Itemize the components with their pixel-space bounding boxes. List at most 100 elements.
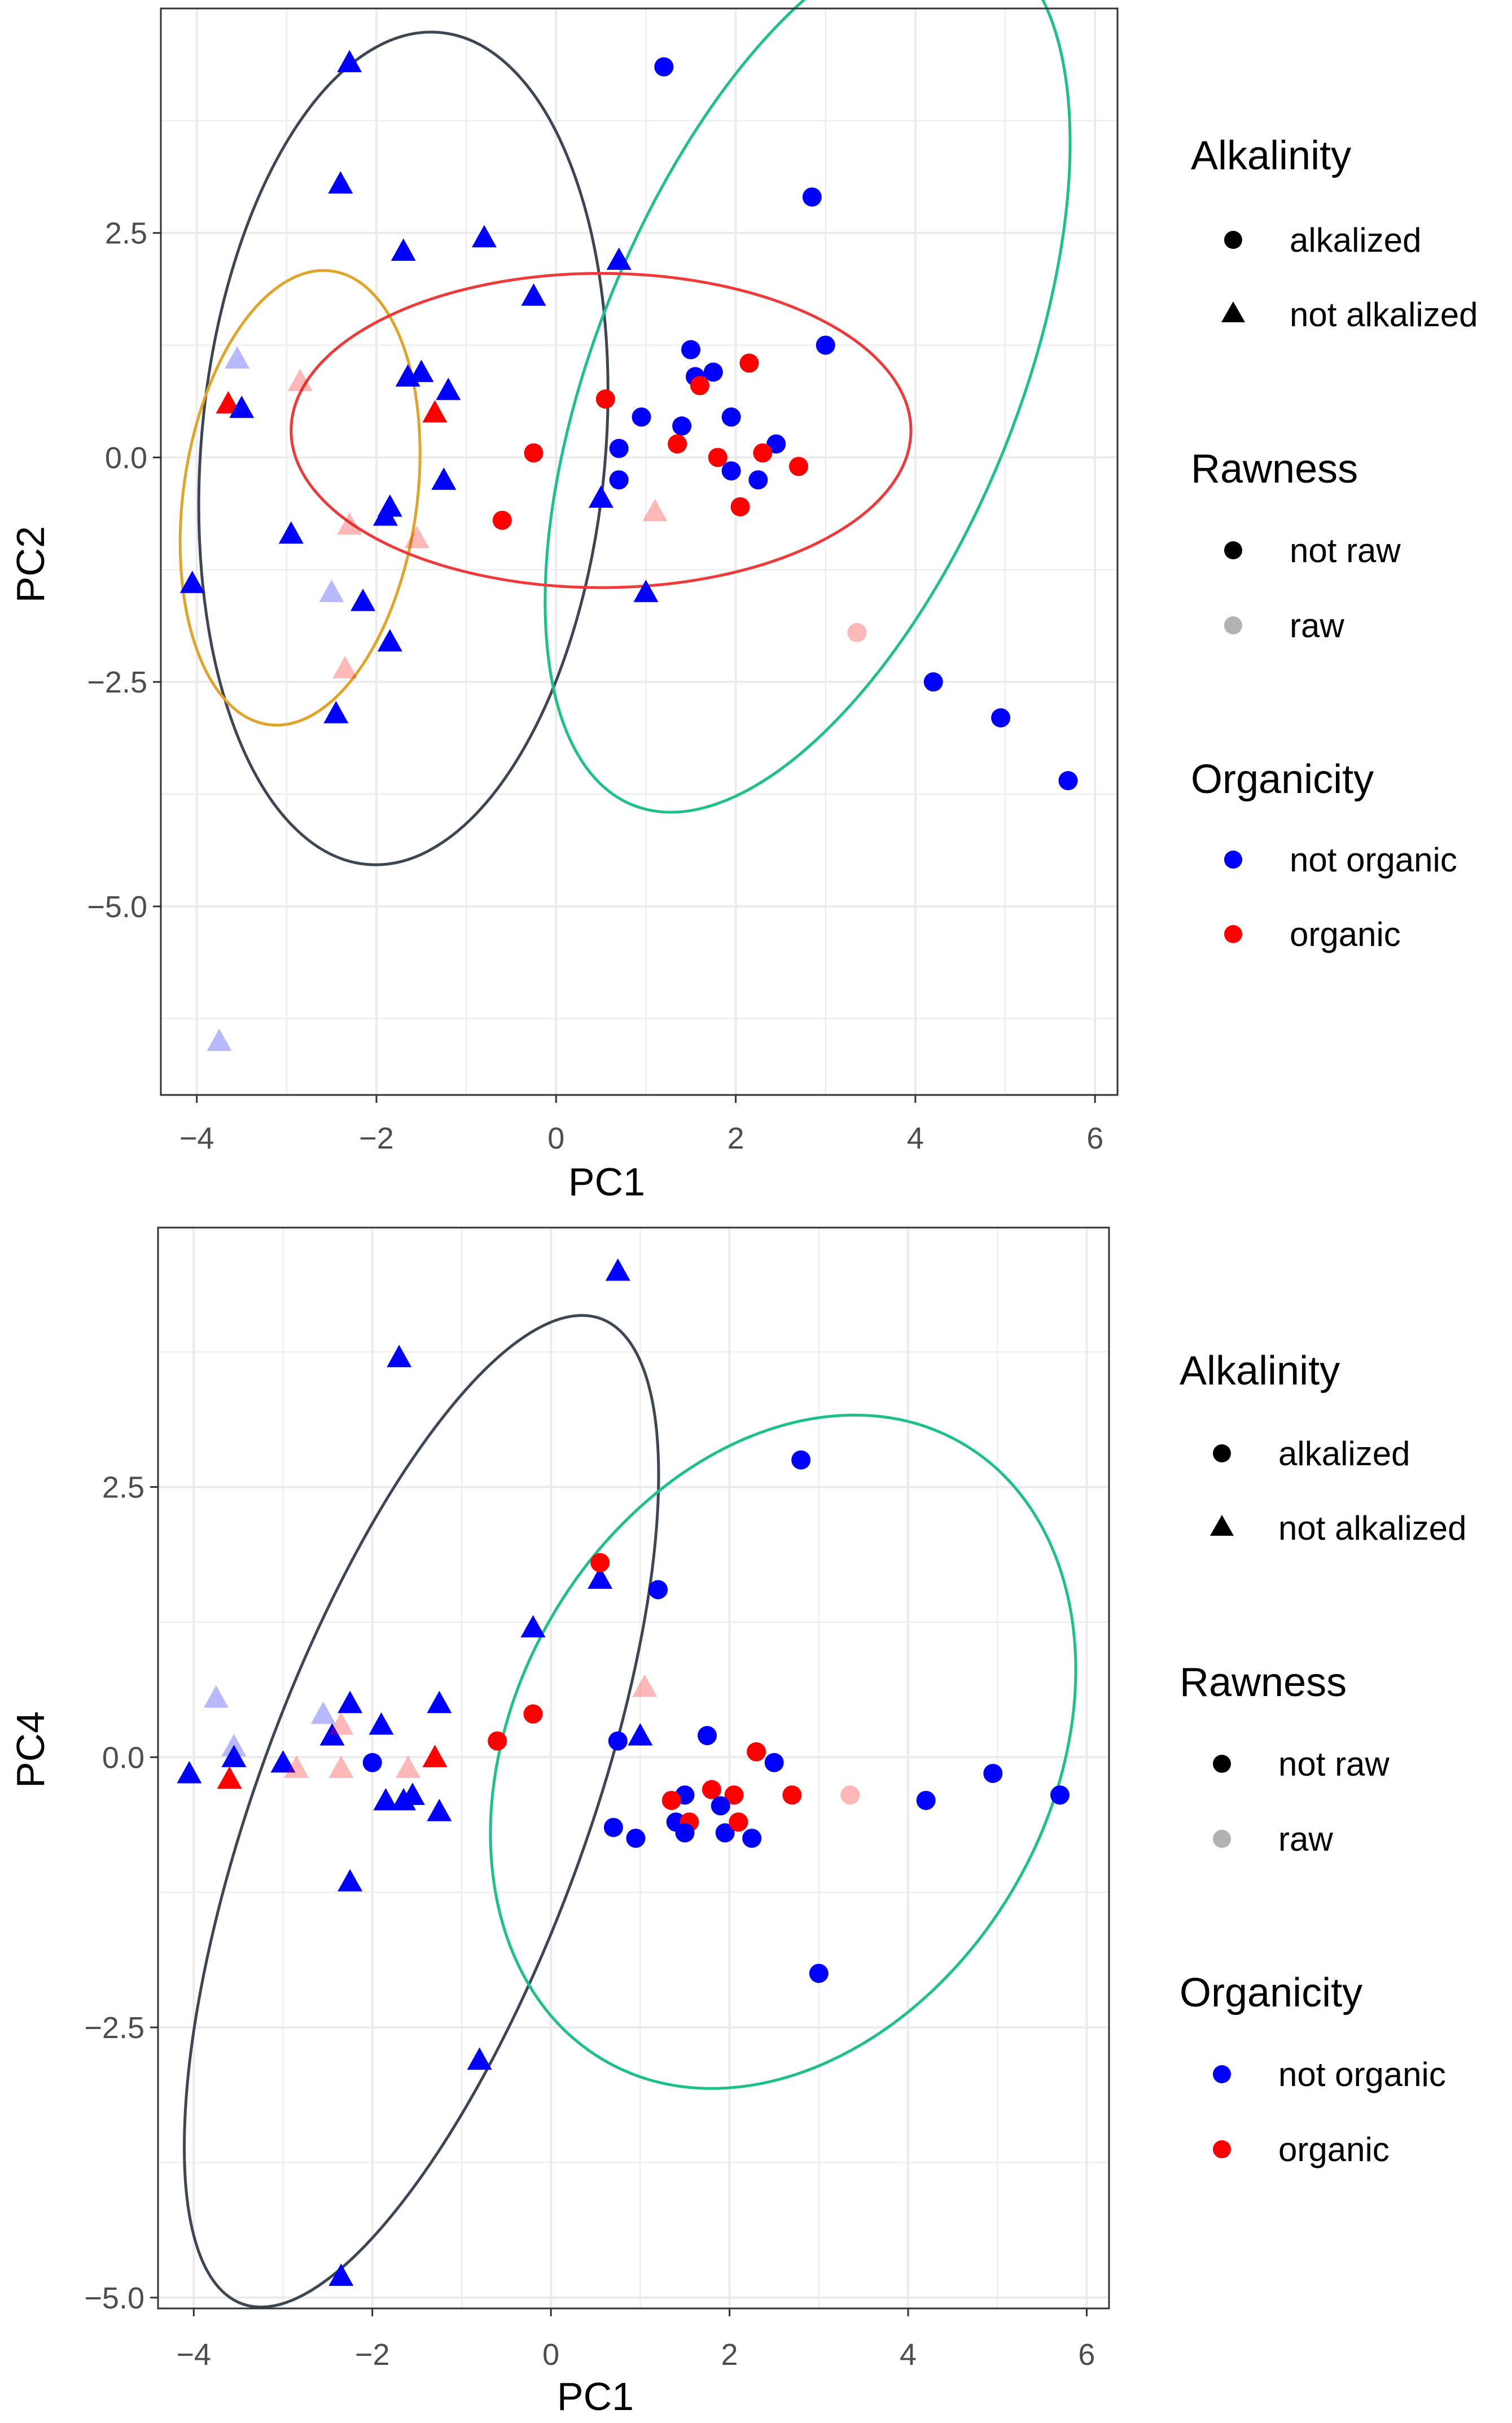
x-tick-label: 0 bbox=[547, 1121, 564, 1155]
data-point-alkalized bbox=[690, 376, 709, 396]
data-point-alkalized bbox=[753, 443, 773, 463]
data-point-alkalized bbox=[715, 1823, 735, 1843]
x-axis-title: PC1 bbox=[557, 2374, 634, 2418]
y-tick-label: 2.5 bbox=[105, 217, 147, 251]
data-point-alkalized bbox=[766, 434, 786, 454]
data-point-not-alkalized bbox=[400, 1782, 425, 1805]
data-point-not-alkalized bbox=[588, 485, 613, 508]
data-point-not-alkalized bbox=[520, 1615, 546, 1638]
data-point-not-alkalized bbox=[632, 1674, 658, 1697]
y-tick-label: −5.0 bbox=[84, 2281, 144, 2315]
data-point-alkalized bbox=[711, 1796, 730, 1816]
legend-pc2: Alkalinity alkalized not alkalized Rawne… bbox=[1191, 133, 1478, 953]
data-point-not-alkalized bbox=[337, 50, 362, 73]
data-point-alkalized bbox=[816, 335, 835, 355]
legend-title-rawness: Rawness bbox=[1191, 446, 1358, 492]
data-point-not-alkalized bbox=[337, 512, 362, 535]
legend-label-not-raw: not raw bbox=[1290, 532, 1401, 569]
data-point-alkalized bbox=[764, 1752, 784, 1772]
legend-key-not-alkalized bbox=[1210, 1515, 1234, 1536]
data-point-alkalized bbox=[698, 1726, 717, 1746]
data-point-alkalized bbox=[923, 672, 943, 692]
legend-key-not-alkalized bbox=[1221, 301, 1245, 322]
data-point-alkalized bbox=[721, 407, 741, 427]
data-point-not-alkalized bbox=[606, 247, 632, 270]
data-point-not-alkalized bbox=[422, 400, 448, 423]
data-point-not-alkalized bbox=[216, 391, 241, 414]
x-tick-label: 2 bbox=[721, 2338, 738, 2372]
data-point-alkalized bbox=[809, 1964, 829, 1983]
data-point-not-alkalized bbox=[467, 2047, 492, 2070]
x-tick-label: 2 bbox=[727, 1121, 744, 1155]
data-point-alkalized bbox=[632, 407, 651, 427]
data-point-not-alkalized bbox=[177, 1761, 202, 1784]
data-point-alkalized bbox=[672, 416, 692, 436]
panel-background bbox=[158, 1228, 1109, 2308]
legend-key-not-raw bbox=[1213, 1755, 1231, 1773]
data-point-not-alkalized bbox=[605, 1258, 630, 1281]
data-point-alkalized bbox=[626, 1828, 646, 1848]
chart-pc1-pc2: −5.0 −2.5 0.0 2.5 −4 −2 0 2 4 6 PC1 PC2 … bbox=[8, 0, 1478, 1204]
legend-label-raw: raw bbox=[1290, 607, 1344, 645]
data-point-alkalized bbox=[702, 1780, 721, 1799]
data-point-alkalized bbox=[729, 1812, 748, 1832]
data-point-not-alkalized bbox=[628, 1723, 653, 1746]
data-point-alkalized bbox=[590, 1553, 610, 1572]
data-point-not-alkalized bbox=[332, 656, 358, 678]
data-point-alkalized bbox=[661, 1790, 681, 1810]
y-tick-label: 0.0 bbox=[102, 1741, 144, 1774]
y-ticks-pc4: −5.0 −2.5 0.0 2.5 bbox=[84, 1471, 144, 2315]
y-axis-title: PC2 bbox=[8, 526, 52, 603]
legend-label-alkalized: alkalized bbox=[1290, 221, 1421, 259]
data-point-not-alkalized bbox=[225, 346, 250, 369]
data-point-not-alkalized bbox=[323, 700, 349, 724]
data-point-not-alkalized bbox=[229, 395, 255, 418]
legend-key-not-organic bbox=[1224, 851, 1242, 869]
y-tick-label: −5.0 bbox=[87, 890, 147, 924]
legend-label-not-organic: not organic bbox=[1290, 841, 1457, 879]
legend-key-not-raw bbox=[1224, 541, 1242, 559]
data-point-not-alkalized bbox=[431, 467, 457, 490]
data-point-alkalized bbox=[742, 1828, 762, 1848]
confidence-ellipse bbox=[178, 269, 422, 727]
legend-label-not-alkalized: not alkalized bbox=[1278, 1509, 1467, 1547]
data-point-alkalized bbox=[730, 497, 750, 516]
data-point-not-alkalized bbox=[588, 1566, 613, 1589]
data-point-alkalized bbox=[608, 1731, 628, 1751]
data-point-not-alkalized bbox=[427, 1799, 452, 1821]
confidence-ellipse bbox=[183, 1314, 660, 2309]
legend-title-organicity: Organicity bbox=[1180, 1970, 1362, 2015]
data-point-not-alkalized bbox=[328, 171, 353, 194]
legend-label-organic: organic bbox=[1290, 915, 1401, 953]
data-point-not-alkalized bbox=[422, 1745, 448, 1767]
data-point-alkalized bbox=[1050, 1785, 1070, 1805]
data-point-alkalized bbox=[523, 1704, 543, 1724]
legend-title-alkalinity: Alkalinity bbox=[1191, 133, 1351, 178]
data-point-alkalized bbox=[603, 1817, 623, 1837]
x-tick-label: −4 bbox=[179, 1121, 214, 1155]
data-point-not-alkalized bbox=[377, 629, 402, 652]
data-point-alkalized bbox=[789, 457, 808, 476]
data-point-alkalized bbox=[847, 623, 867, 642]
data-point-not-alkalized bbox=[328, 1755, 354, 1778]
legend-label-alkalized: alkalized bbox=[1278, 1435, 1410, 1473]
data-point-alkalized bbox=[609, 439, 629, 458]
data-point-not-alkalized bbox=[328, 2263, 354, 2286]
panel-border bbox=[157, 1226, 1110, 2310]
data-point-not-alkalized bbox=[633, 580, 659, 602]
data-point-not-alkalized bbox=[387, 1344, 412, 1368]
panel-background bbox=[161, 8, 1117, 1095]
data-point-not-alkalized bbox=[328, 1712, 354, 1735]
legend-label-not-raw: not raw bbox=[1278, 1745, 1390, 1783]
legend-label-raw: raw bbox=[1278, 1820, 1333, 1858]
data-point-alkalized bbox=[595, 389, 615, 409]
data-point-not-alkalized bbox=[270, 1750, 296, 1773]
data-point-not-alkalized bbox=[396, 1755, 421, 1778]
data-point-not-alkalized bbox=[377, 494, 402, 517]
y-axis-title: PC4 bbox=[8, 1711, 52, 1788]
data-point-alkalized bbox=[708, 448, 727, 467]
data-point-not-alkalized bbox=[436, 378, 461, 400]
data-point-not-alkalized bbox=[521, 283, 546, 306]
data-point-alkalized bbox=[721, 461, 741, 481]
